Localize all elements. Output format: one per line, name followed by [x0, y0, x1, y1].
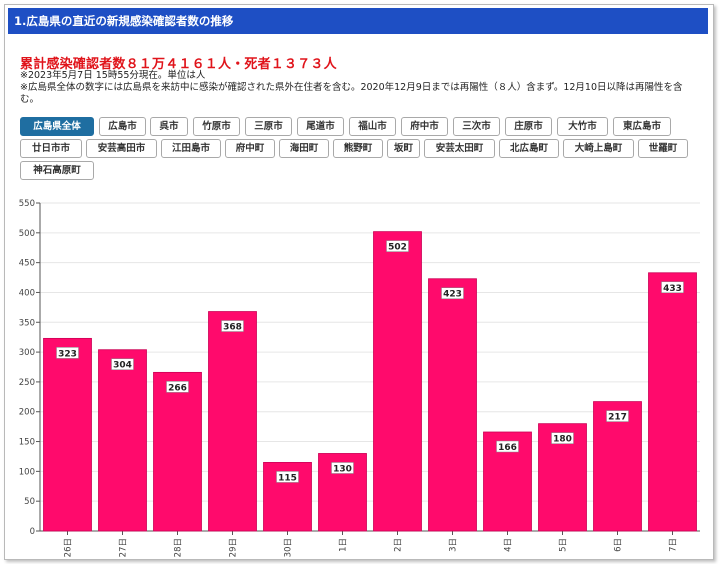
tab-kumano[interactable]: 熊野町	[333, 139, 383, 158]
bar	[98, 349, 147, 532]
x-tick-label: 30日	[284, 538, 294, 557]
bar	[153, 371, 202, 532]
y-tick-label: 200	[19, 408, 35, 418]
gridlines	[40, 202, 700, 502]
data-label-box	[661, 281, 684, 294]
x-tick-label: 7日	[669, 538, 679, 552]
data-label: 323	[58, 349, 77, 359]
data-label: 217	[608, 413, 627, 423]
tab-jinsekikogen[interactable]: 神石高原町	[20, 161, 94, 180]
tab-miyoshi[interactable]: 三次市	[453, 117, 500, 136]
x-tick-label: 3日	[449, 538, 459, 552]
tab-onomichi[interactable]: 尾道市	[297, 117, 344, 136]
data-label-box	[606, 410, 629, 422]
data-label: 115	[278, 473, 297, 483]
data-label: 166	[498, 443, 517, 453]
x-tick-label: 6日	[614, 538, 624, 552]
data-label-box	[496, 440, 519, 453]
y-tick-label: 350	[19, 318, 35, 328]
data-label: 180	[553, 435, 572, 445]
data-label-box	[551, 432, 574, 444]
bar	[428, 278, 477, 532]
bars	[43, 231, 697, 532]
tab-etajima[interactable]: 江田島市	[161, 139, 221, 158]
data-label: 502	[388, 243, 407, 253]
scope-note: ※広島県全体の数字には広島県を来訪中に感染が確認された県外在住者を含む。2020…	[20, 82, 683, 105]
tab-otake[interactable]: 大竹市	[557, 117, 608, 136]
tab-akiota[interactable]: 安芸太田町	[424, 139, 495, 158]
data-label-box	[166, 381, 189, 393]
tab-fuchu-city[interactable]: 府中市	[401, 117, 448, 136]
y-tick-label: 500	[19, 229, 35, 239]
bar	[648, 272, 697, 532]
tab-shobara[interactable]: 庄原市	[505, 117, 552, 136]
section-title-bar: 1.広島県の直近の新規感染確認者数の推移	[8, 8, 708, 34]
tab-kure[interactable]: 呉市	[150, 117, 188, 136]
x-tick-label: 28日	[174, 538, 184, 557]
data-label-box	[221, 320, 244, 332]
y-tick-label: 150	[19, 438, 35, 448]
data-label-box	[441, 287, 464, 299]
data-label: 266	[168, 383, 187, 393]
tab-mihara[interactable]: 三原市	[245, 117, 292, 136]
tab-hiroshima-city[interactable]: 広島市	[99, 117, 146, 136]
tab-kaita[interactable]: 海田町	[279, 139, 329, 158]
y-tick-label: 0	[30, 527, 35, 537]
x-tick-label: 27日	[119, 538, 129, 557]
tab-akitakata[interactable]: 安芸高田市	[86, 139, 157, 158]
y-tick-label: 300	[19, 348, 35, 358]
tab-hatsukaichi[interactable]: 廿日市市	[20, 139, 82, 158]
y-tick-label: 100	[19, 467, 35, 477]
data-label-box	[331, 462, 354, 474]
tab-takehara[interactable]: 竹原市	[193, 117, 240, 136]
data-label: 433	[663, 284, 682, 294]
axes: 0 50 100 150 200 250 300 350 400 450 500 550 26日 27日 2…	[19, 199, 700, 557]
tab-hiroshima-pref[interactable]: 広島県全体	[20, 117, 94, 136]
tab-osakikamijima[interactable]: 大崎上島町	[563, 139, 634, 158]
bar	[373, 231, 422, 532]
x-tick-label: 4日	[504, 538, 514, 552]
data-label-box	[111, 358, 134, 370]
data-label: 368	[223, 323, 242, 333]
x-tick-label: 2日	[394, 538, 404, 552]
y-tick-label: 50	[24, 497, 35, 507]
x-tick-label: 29日	[229, 538, 239, 557]
data-labels: 323 304 266 368 115 130 502 423 166 180 217 433	[56, 240, 684, 483]
timestamp-note: ※2023年5月7日 15時55分現在。単位は人	[20, 70, 206, 81]
tab-kitahiroshima[interactable]: 北広島町	[499, 139, 559, 158]
bar	[208, 311, 257, 532]
data-label-box	[386, 240, 409, 252]
x-tick-label: 26日	[64, 538, 74, 557]
bar	[43, 337, 92, 532]
tab-fuchu-town[interactable]: 府中町	[225, 139, 275, 158]
tab-fukuyama[interactable]: 福山市	[349, 117, 396, 136]
data-label: 130	[333, 464, 352, 474]
y-tick-label: 450	[19, 259, 35, 269]
bar	[593, 401, 642, 532]
data-label-box	[276, 471, 299, 483]
tab-sera[interactable]: 世羅町	[638, 139, 688, 158]
data-label: 423	[443, 290, 462, 300]
data-label: 304	[113, 361, 132, 371]
data-label-box	[56, 347, 79, 359]
x-tick-label: 5日	[559, 538, 569, 552]
tab-saka[interactable]: 坂町	[387, 139, 420, 158]
cumulative-headline: 累計感染確認者数８１万４１６１人・死者１３７３人	[20, 57, 337, 72]
y-tick-label: 250	[19, 378, 35, 388]
y-tick-label: 400	[19, 288, 35, 298]
x-tick-label: 1日	[339, 538, 349, 552]
y-tick-label: 550	[19, 199, 35, 209]
tab-higashihiroshima[interactable]: 東広島市	[613, 117, 671, 136]
